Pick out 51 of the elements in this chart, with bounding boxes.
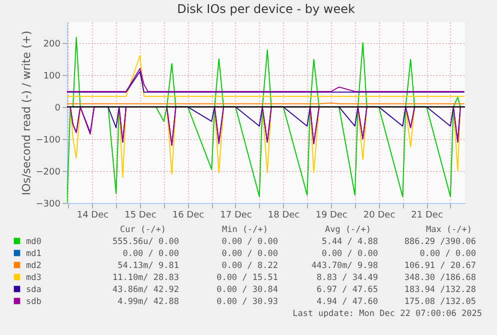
text: 886.29 /390.06 bbox=[404, 237, 476, 247]
text: 443.70m/ 9.98 bbox=[311, 261, 378, 271]
text: 183.94 /132.28 bbox=[404, 285, 476, 295]
legend-label: md3 bbox=[26, 273, 42, 283]
text: 555.56u/ 0.00 bbox=[112, 237, 179, 247]
x-tick-label: 19 Dec bbox=[316, 210, 348, 220]
text: 0.00 / 30.84 bbox=[216, 285, 278, 295]
text: 175.08 /132.05 bbox=[404, 297, 476, 307]
text: Max (-/+) bbox=[426, 225, 472, 235]
text: 0.00 / 15.51 bbox=[216, 273, 278, 283]
legend-label: md2 bbox=[26, 261, 42, 271]
legend-label: md1 bbox=[26, 249, 42, 259]
text: 0.00 / 0.00 bbox=[222, 237, 278, 247]
text: 5.44 / 4.88 bbox=[322, 237, 378, 247]
legend-label: sdb bbox=[26, 297, 42, 307]
x-tick-label: 18 Dec bbox=[268, 210, 300, 220]
legend-label: sda bbox=[26, 285, 42, 295]
text: 0.00 / 0.00 bbox=[122, 249, 179, 259]
text: Last update: Mon Dec 22 07:00:06 2025 bbox=[292, 309, 482, 319]
legend-label: md0 bbox=[26, 237, 42, 247]
text: 11.10m/ 28.83 bbox=[112, 273, 179, 283]
text: 6.97 / 47.65 bbox=[316, 285, 378, 295]
y-tick-label: 100 bbox=[43, 71, 61, 82]
text: 0.00 / 30.93 bbox=[216, 297, 278, 307]
text: 54.13m/ 9.81 bbox=[118, 261, 179, 271]
text: Min (-/+) bbox=[222, 225, 268, 235]
text: 0.00 / 0.00 bbox=[322, 249, 378, 259]
x-tick-label: 16 Dec bbox=[172, 210, 204, 220]
text: 8.83 / 34.49 bbox=[316, 273, 378, 283]
text: 348.30 /186.68 bbox=[404, 273, 476, 283]
text: 43.86m/ 42.92 bbox=[112, 285, 179, 295]
y-axis-title: IOs/second read (-) / write (+) bbox=[20, 30, 33, 196]
y-tick-label: −100 bbox=[36, 135, 61, 146]
x-tick-label: 17 Dec bbox=[220, 210, 252, 220]
y-tick-label: −200 bbox=[36, 167, 61, 178]
y-tick-label: 0 bbox=[54, 103, 61, 114]
text: 0.00 / 8.22 bbox=[222, 261, 278, 271]
x-tick-label: 15 Dec bbox=[124, 210, 156, 220]
text: 4.94 / 47.60 bbox=[316, 297, 378, 307]
text: Cur (-/+) bbox=[120, 225, 166, 235]
x-tick-label: 20 Dec bbox=[363, 210, 396, 220]
text: 0.00 / 0.00 bbox=[420, 249, 476, 259]
y-tick-label: −300 bbox=[36, 200, 61, 210]
text: 4.99m/ 42.88 bbox=[118, 297, 179, 307]
chart-title: Disk IOs per device - by week bbox=[177, 2, 355, 16]
text: 0.00 / 0.00 bbox=[222, 249, 278, 259]
x-tick-label: 14 Dec bbox=[76, 210, 109, 220]
text: 106.91 / 20.67 bbox=[404, 261, 476, 271]
text: Avg (-/+) bbox=[324, 225, 372, 235]
y-tick-label: 200 bbox=[43, 39, 61, 50]
x-tick-label: 21 Dec bbox=[411, 210, 443, 220]
